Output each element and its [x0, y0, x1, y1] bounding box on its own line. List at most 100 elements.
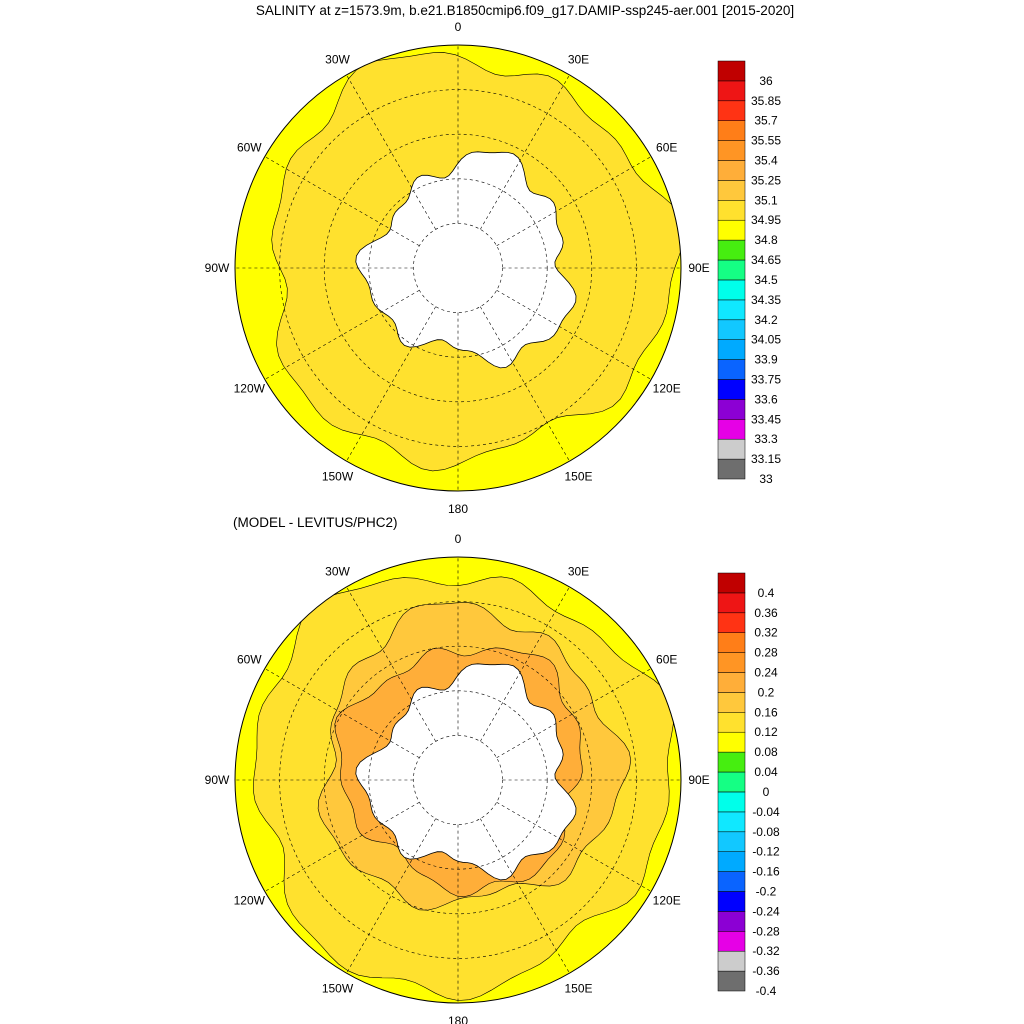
field-layer — [235, 45, 681, 491]
colorbar-swatch — [717, 712, 746, 733]
longitude-label: 150W — [322, 470, 354, 484]
salinity-colorbar: 33 33.15 33.3 33.45 33.6 33.75 33.9 34.05 34.2 34… — [717, 60, 781, 486]
longitude-label: 30E — [568, 564, 589, 578]
longitude-label: 150W — [322, 982, 354, 996]
colorbar-swatch — [717, 791, 746, 813]
colorbar-tick-label: 0 — [763, 785, 770, 799]
salinity-polar-map: 0 30E 60E 90E 120E 150E 180 150W 120W 90W 60W 30W — [205, 20, 710, 516]
figure-title: SALINITY at z=1573.9m, b.e21.B1850cmip6.… — [255, 3, 795, 18]
latitude-circle — [323, 133, 593, 403]
colorbar-tick-label: 0.12 — [754, 725, 778, 739]
longitude-label: 30W — [325, 52, 350, 66]
longitude-label: 90E — [688, 773, 709, 787]
colorbar-swatch — [717, 572, 746, 594]
colorbar-swatch — [717, 359, 746, 380]
colorbar-swatch — [717, 652, 746, 673]
colorbar-tick-label: 33.3 — [754, 432, 778, 446]
colorbar-swatch — [717, 438, 746, 460]
colorbar-swatch — [717, 871, 746, 892]
colorbar-tick-label: 33.15 — [751, 452, 781, 466]
colorbar-swatch — [717, 160, 746, 181]
longitude-label: 180 — [448, 1014, 468, 1024]
colorbar-tick-label: 0.28 — [754, 646, 778, 660]
colorbar-swatch — [717, 120, 746, 141]
colorbar-tick-label: 34.2 — [754, 313, 778, 327]
colorbar-swatch — [717, 140, 746, 161]
colorbar-swatch — [717, 319, 746, 340]
colorbar-swatch — [717, 399, 746, 420]
longitude-label: 30E — [568, 52, 589, 66]
colorbar-tick-label: 33.9 — [754, 353, 778, 367]
colorbar-swatch — [717, 419, 746, 440]
colorbar-tick-label: -0.24 — [752, 904, 780, 918]
colorbar-swatch — [717, 811, 746, 833]
colorbar-swatch — [717, 771, 746, 793]
colorbar-swatch — [717, 831, 746, 852]
colorbar-swatch — [717, 219, 746, 241]
colorbar-tick-label: 34.95 — [751, 213, 781, 227]
colorbar-swatch — [717, 180, 746, 201]
colorbar-tick-label: 0.08 — [754, 745, 778, 759]
longitude-label: 120W — [234, 894, 266, 908]
colorbar-tick-label: 33.75 — [751, 373, 781, 387]
colorbar-tick-label: 0.16 — [754, 705, 778, 719]
colorbar-tick-label: 34.35 — [751, 293, 781, 307]
longitude-label: 30W — [325, 564, 350, 578]
colorbar-swatch — [717, 592, 746, 614]
colorbar-swatch — [717, 970, 746, 992]
colorbar-swatch — [717, 379, 746, 400]
longitude-label: 120E — [653, 894, 681, 908]
colorbar-tick-label: 34.65 — [751, 253, 781, 267]
colorbar-swatch — [717, 632, 746, 653]
antarctica-land — [355, 151, 577, 369]
longitude-label: 90E — [688, 261, 709, 275]
colorbar-swatch — [717, 259, 746, 281]
colorbar-tick-label: 34.8 — [754, 233, 778, 247]
colorbar-swatch — [717, 672, 746, 693]
colorbar-tick-label: 35.7 — [754, 114, 778, 128]
longitude-label: 120W — [234, 382, 266, 396]
map-boundary — [234, 556, 682, 1004]
colorbar-tick-label: 0.4 — [758, 586, 775, 600]
colorbar-swatch — [717, 80, 746, 102]
colorbar-tick-label: 35.4 — [754, 154, 778, 168]
colorbar-swatch — [717, 458, 746, 480]
colorbar-tick-label: 0.36 — [754, 606, 778, 620]
longitude-label: 90W — [205, 773, 230, 787]
colorbar-tick-label: -0.28 — [752, 924, 780, 938]
colorbar-swatch — [717, 731, 746, 753]
longitude-label: 0 — [455, 532, 462, 546]
colorbar-swatch — [717, 100, 746, 121]
colorbar-swatch — [717, 200, 746, 221]
colorbar-tick-label: 33.6 — [754, 392, 778, 406]
colorbar-swatch — [717, 931, 746, 952]
longitude-label: 150E — [564, 470, 592, 484]
colorbar-swatch — [717, 239, 746, 261]
longitude-label: 60W — [237, 141, 262, 155]
colorbar-tick-label: -0.4 — [756, 984, 777, 998]
latitude-circle — [323, 645, 593, 915]
colorbar-tick-label: 0.32 — [754, 626, 778, 640]
colorbar-tick-label: -0.36 — [752, 964, 780, 978]
longitude-label: 0 — [455, 20, 462, 34]
colorbar-tick-label: -0.2 — [756, 885, 777, 899]
difference-panel-title: (MODEL - LEVITUS/PHC2) — [233, 515, 398, 530]
colorbar-tick-label: 35.55 — [751, 134, 781, 148]
colorbar-swatch — [717, 950, 746, 972]
map-boundary — [234, 44, 682, 492]
longitude-label: 120E — [653, 382, 681, 396]
colorbar-tick-label: 35.25 — [751, 173, 781, 187]
colorbar-tick-label: -0.08 — [752, 825, 780, 839]
colorbar-swatch — [717, 60, 746, 82]
longitude-label: 60E — [656, 141, 677, 155]
colorbar-tick-label: 34.05 — [751, 333, 781, 347]
longitude-label: 150E — [564, 982, 592, 996]
colorbar-swatch — [717, 911, 746, 932]
colorbar-tick-label: 0.2 — [758, 685, 775, 699]
colorbar-swatch — [717, 891, 746, 912]
difference-colorbar: -0.4 -0.36 -0.32 -0.28 -0.24 -0.2 -0.16 -0.12 -0… — [717, 572, 780, 998]
longitude-label: 90W — [205, 261, 230, 275]
colorbar-tick-label: -0.16 — [752, 865, 780, 879]
colorbar-tick-label: 35.85 — [751, 94, 781, 108]
